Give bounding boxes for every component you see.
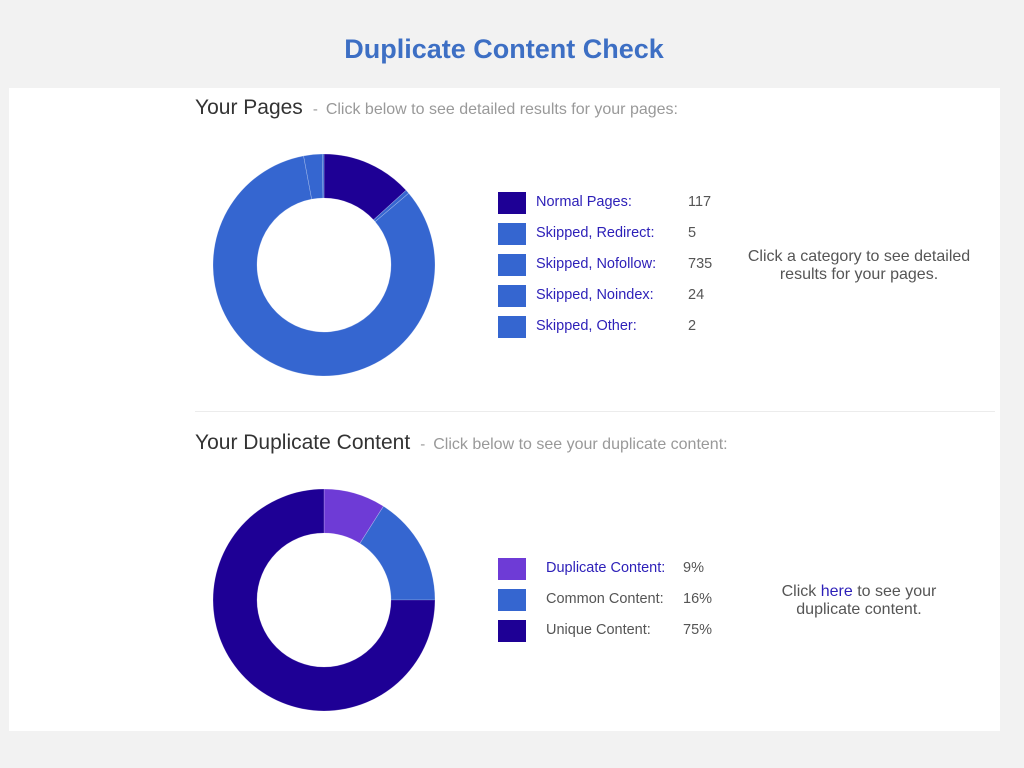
legend-swatch[interactable] — [498, 223, 526, 245]
pages-donut-chart[interactable] — [208, 150, 438, 380]
page-title: Duplicate Content Check — [344, 34, 664, 64]
legend-label[interactable]: Skipped, Nofollow: — [536, 256, 657, 272]
legend-swatch[interactable] — [498, 620, 526, 642]
duplicate-subheading: Click below to see your duplicate conten… — [433, 436, 728, 453]
legend-swatch[interactable] — [498, 558, 526, 580]
legend-label[interactable]: Skipped, Other: — [536, 318, 637, 334]
legend-label[interactable]: Skipped, Noindex: — [536, 287, 654, 303]
legend-swatch[interactable] — [498, 285, 526, 307]
pages-separator: - — [312, 101, 318, 118]
legend-value: 16% — [683, 591, 713, 607]
donut-slice-common-content[interactable] — [359, 505, 436, 601]
legend-swatch[interactable] — [498, 589, 526, 611]
pages-section-header: Your Pages - Click below to see detailed r… — [195, 96, 678, 120]
donut-slice-unique-content[interactable] — [212, 488, 436, 712]
legend-label: Unique Content: — [546, 622, 651, 638]
legend-label[interactable]: Normal Pages: — [536, 194, 632, 210]
legend-value: 75% — [683, 622, 713, 638]
section-divider — [195, 411, 995, 412]
donut-slice-normal-pages[interactable] — [323, 153, 407, 221]
legend-swatch[interactable] — [498, 254, 526, 276]
donut-slice-skipped-noindex[interactable] — [303, 153, 324, 200]
duplicate-section-header: Your Duplicate Content - Click below to se… — [195, 431, 728, 455]
duplicate-hint-link[interactable]: here — [820, 583, 853, 600]
donut-slice-skipped-nofollow[interactable] — [212, 155, 436, 377]
legend-value: 5 — [688, 225, 697, 241]
legend-value: 9% — [683, 560, 704, 576]
legend-label[interactable]: Skipped, Redirect: — [536, 225, 655, 241]
pages-heading: Your Pages — [195, 96, 303, 119]
legend-value: 735 — [688, 256, 713, 272]
duplicate-hint: Click here to see your duplicate content… — [759, 583, 959, 619]
legend-swatch[interactable] — [498, 192, 526, 214]
pages-hint: Click a category to see detailed results… — [747, 248, 971, 283]
donut-slice-skipped-other[interactable] — [322, 153, 325, 199]
legend-value: 117 — [688, 194, 712, 210]
duplicate-heading: Your Duplicate Content — [195, 431, 411, 454]
legend-swatch[interactable] — [498, 316, 526, 338]
pages-subheading: Click below to see detailed results for … — [325, 101, 678, 118]
duplicate-hint-before: Click — [781, 583, 821, 600]
legend-value: 2 — [688, 318, 697, 334]
legend-label: Common Content: — [546, 591, 664, 607]
duplicate-hint-after: to see your duplicate content. — [796, 583, 937, 618]
legend-value: 24 — [688, 287, 705, 303]
duplicate-separator: - — [420, 436, 426, 453]
duplicate-donut-chart[interactable] — [208, 485, 438, 715]
legend-label[interactable]: Duplicate Content: — [546, 560, 666, 576]
results-panel: Your Pages - Click below to see detailed r… — [9, 88, 1000, 731]
